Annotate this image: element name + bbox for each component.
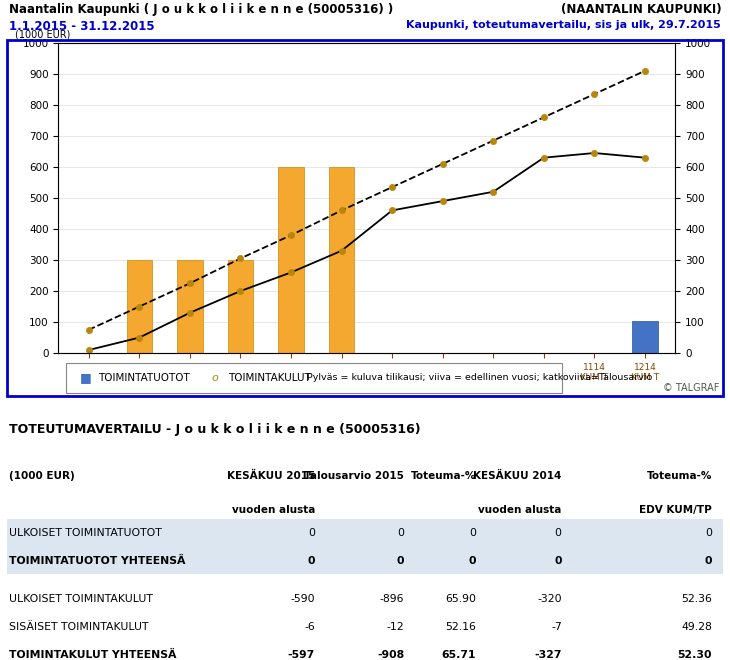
Text: -590: -590	[291, 594, 315, 605]
Text: 65.71: 65.71	[442, 649, 476, 660]
Text: -327: -327	[534, 649, 562, 660]
Text: 0: 0	[307, 556, 315, 566]
Text: 49.28: 49.28	[681, 622, 712, 632]
Text: ULKOISET TOIMINTATUOTOT: ULKOISET TOIMINTATUOTOT	[9, 528, 161, 538]
Text: -7: -7	[551, 622, 562, 632]
Text: 0: 0	[469, 528, 476, 538]
Text: Talousarvio 2015: Talousarvio 2015	[304, 471, 404, 481]
Text: -896: -896	[380, 594, 404, 605]
Bar	[329, 167, 354, 353]
Bar	[632, 321, 658, 353]
Bar	[278, 167, 304, 353]
Text: Toteuma-%: Toteuma-%	[410, 471, 476, 481]
Text: 52.16: 52.16	[445, 622, 476, 632]
Text: KESÄKUU 2014: KESÄKUU 2014	[473, 471, 562, 481]
Text: Kaupunki, toteutumavertailu, sis ja ulk, 29.7.2015: Kaupunki, toteutumavertailu, sis ja ulk,…	[407, 20, 721, 30]
Text: 0: 0	[555, 528, 562, 538]
Bar	[7, 546, 723, 574]
Bar	[177, 260, 202, 353]
Text: Toteuma-%: Toteuma-%	[647, 471, 712, 481]
Bar	[228, 260, 253, 353]
Text: (NAANTALIN KAUPUNKI): (NAANTALIN KAUPUNKI)	[561, 3, 721, 16]
Text: SISÄISET TOIMINTAKULUT: SISÄISET TOIMINTAKULUT	[9, 622, 148, 632]
Text: (1000 EUR): (1000 EUR)	[15, 30, 71, 40]
Text: vuoden alusta: vuoden alusta	[231, 505, 315, 515]
Text: ULKOISET TOIMINTAKULUT: ULKOISET TOIMINTAKULUT	[9, 594, 153, 605]
Text: Naantalin Kaupunki ( J o u k k o l i i k e n n e (50005316) ): Naantalin Kaupunki ( J o u k k o l i i k…	[9, 3, 393, 16]
Text: 0: 0	[308, 528, 315, 538]
Text: o: o	[212, 373, 218, 383]
Text: 0: 0	[705, 528, 712, 538]
Text: 1.1.2015 - 31.12.2015: 1.1.2015 - 31.12.2015	[9, 20, 154, 33]
Text: 0: 0	[554, 556, 562, 566]
Bar	[127, 260, 152, 353]
Text: TOIMINTATUOTOT: TOIMINTATUOTOT	[99, 373, 191, 383]
Text: TOIMINTAKULUT: TOIMINTAKULUT	[228, 373, 310, 383]
Text: 65.90: 65.90	[445, 594, 476, 605]
Text: 0: 0	[704, 556, 712, 566]
Text: -6: -6	[304, 622, 315, 632]
Text: © TALGRAF: © TALGRAF	[663, 383, 719, 393]
Text: TOIMINTATUOTOT YHTEENSÄ: TOIMINTATUOTOT YHTEENSÄ	[9, 556, 185, 566]
Text: vuoden alusta: vuoden alusta	[478, 505, 562, 515]
Text: ■: ■	[80, 372, 92, 384]
Text: Pylväs = kuluva tilikausi; viiva = edellinen vuosi; katkoviiva=Talousarvio: Pylväs = kuluva tilikausi; viiva = edell…	[307, 374, 652, 382]
Text: EDV KUM/TP: EDV KUM/TP	[639, 505, 712, 515]
Text: -597: -597	[288, 649, 315, 660]
Text: 52.30: 52.30	[677, 649, 712, 660]
Text: 0: 0	[469, 556, 476, 566]
Text: TOIMINTAKULUT YHTEENSÄ: TOIMINTAKULUT YHTEENSÄ	[9, 649, 176, 660]
Bar	[7, 519, 723, 546]
Text: KESÄKUU 2015: KESÄKUU 2015	[227, 471, 315, 481]
Text: -12: -12	[387, 622, 404, 632]
Text: (1000 EUR): (1000 EUR)	[9, 471, 74, 481]
Text: 0: 0	[397, 528, 404, 538]
Text: 0: 0	[397, 556, 404, 566]
Text: -320: -320	[537, 594, 562, 605]
Text: TOTEUTUMAVERTAILU - J o u k k o l i i k e n n e (50005316): TOTEUTUMAVERTAILU - J o u k k o l i i k …	[9, 423, 420, 436]
Text: 52.36: 52.36	[681, 594, 712, 605]
Text: -908: -908	[377, 649, 404, 660]
